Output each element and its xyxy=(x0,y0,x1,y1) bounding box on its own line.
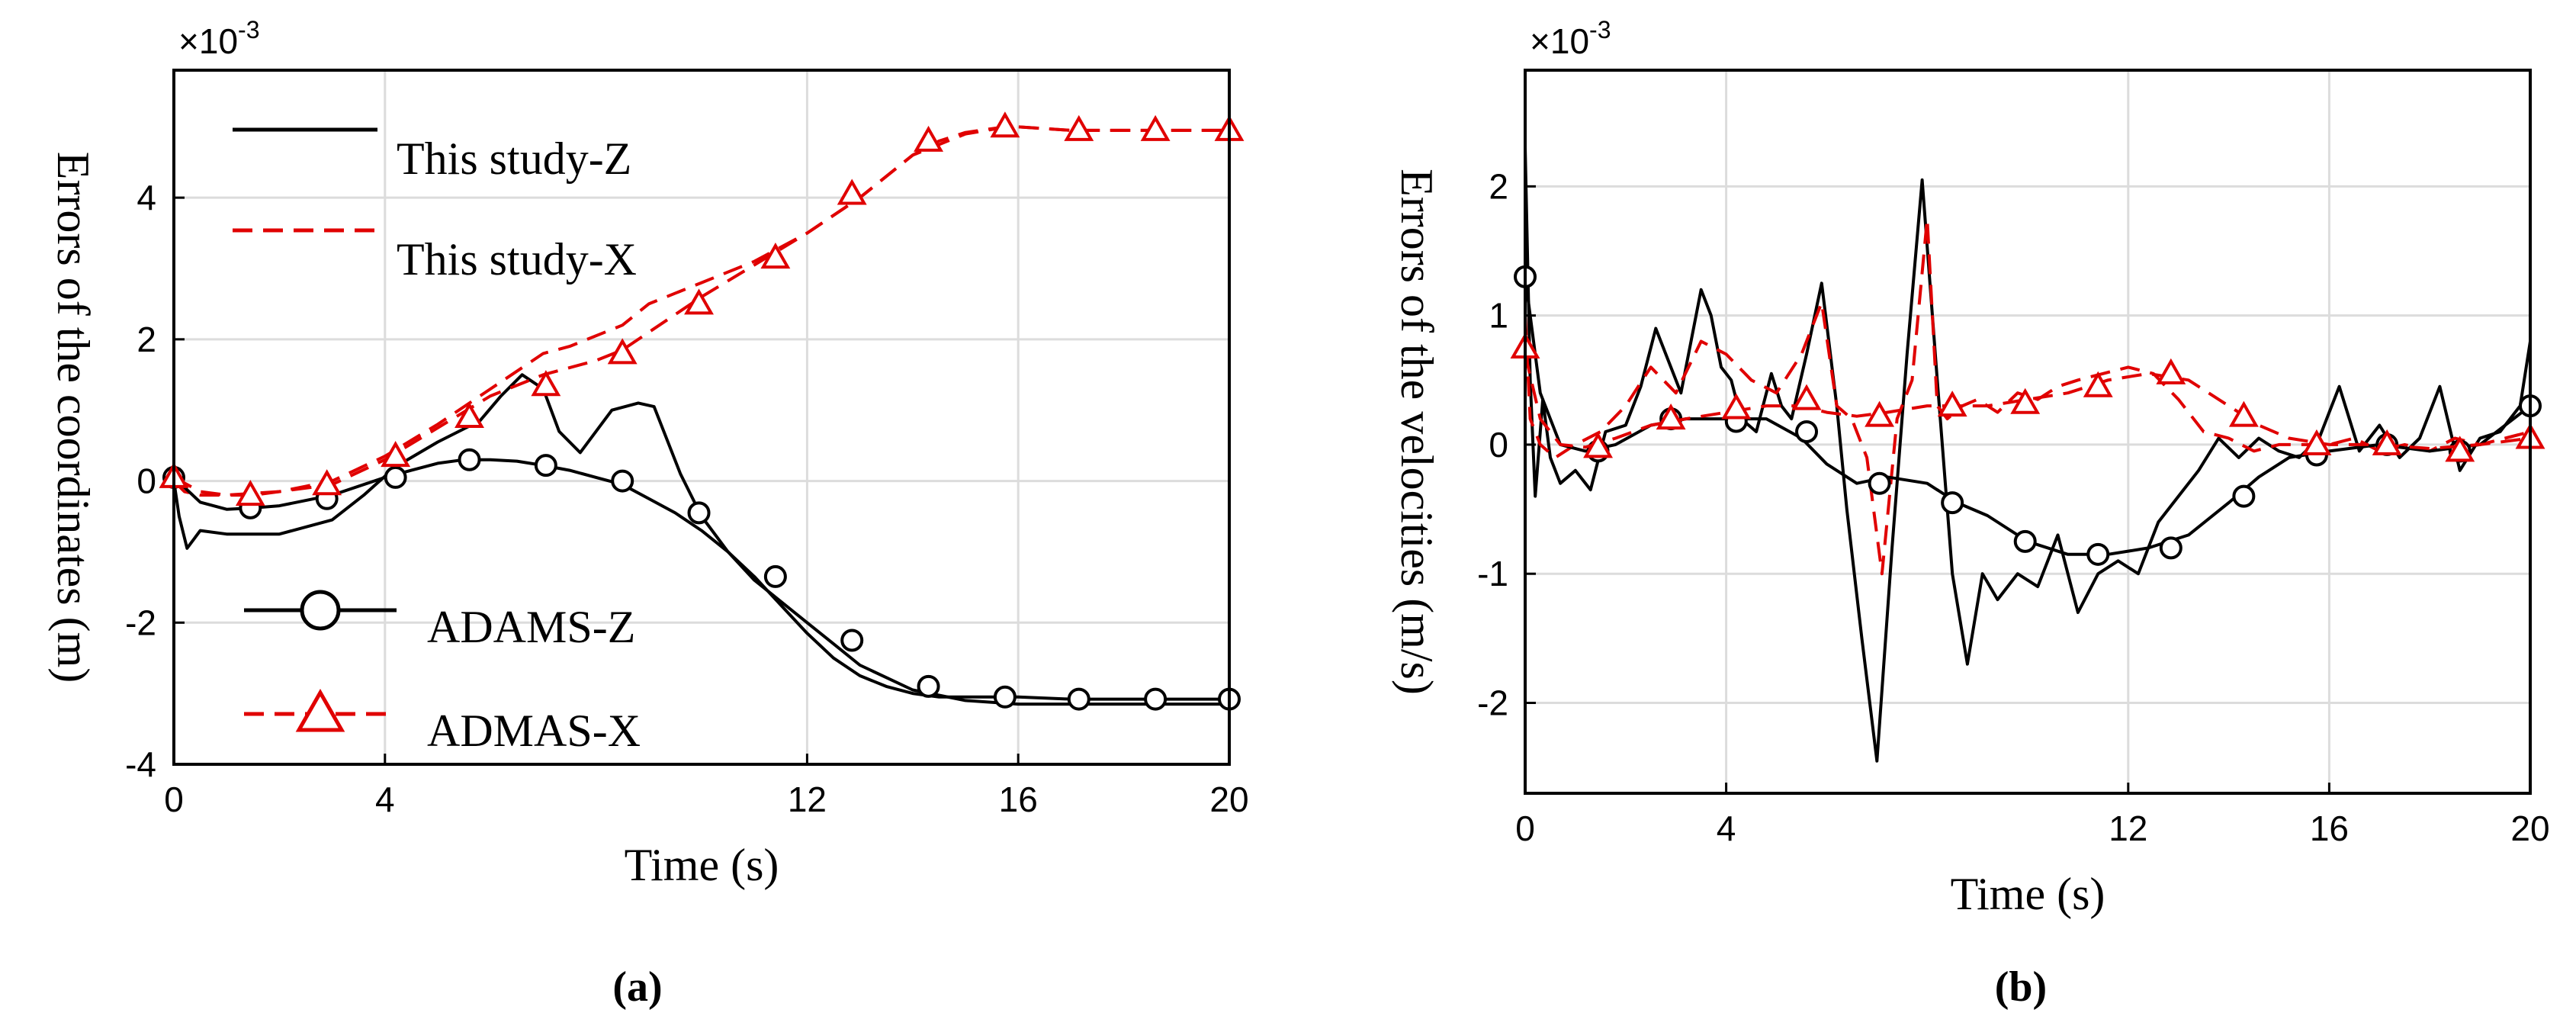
triangle-marker xyxy=(607,338,638,365)
circle-marker xyxy=(2013,529,2037,553)
x-tick-label: 20 xyxy=(1209,780,1248,819)
series-1 xyxy=(1524,147,2532,763)
x-tick-label: 0 xyxy=(1515,809,1535,848)
triangle-marker xyxy=(312,469,342,496)
circle-marker xyxy=(2086,542,2110,566)
x-tick-label: 4 xyxy=(1717,809,1736,848)
x-tick-label: 12 xyxy=(2109,809,2147,848)
chart-panel-a: 0 4 12 16 20 -4 -2 0 2 4 ×10-3 Time (s) Errors of th… xyxy=(48,16,1249,1011)
series-line xyxy=(172,373,1229,706)
series-4 xyxy=(1510,332,2545,462)
triangle-marker xyxy=(990,111,1020,138)
series-2 xyxy=(1524,217,2531,576)
series-line xyxy=(172,458,1229,701)
x-tick-label: 0 xyxy=(164,780,184,819)
y-axis-label: Errors of the coordinates (m) xyxy=(48,152,98,683)
triangle-marker xyxy=(2010,387,2041,414)
y-tick-label: 1 xyxy=(1489,296,1508,336)
panel-label: (b) xyxy=(1995,963,2047,1011)
x-tick-label: 12 xyxy=(788,780,827,819)
circle-marker xyxy=(611,469,634,493)
series-line xyxy=(1524,217,2531,576)
legend-label: ADMAS-X xyxy=(427,706,641,756)
triangle-marker xyxy=(1064,114,1094,141)
plot-frame xyxy=(1524,69,2532,795)
circle-marker xyxy=(1795,420,1819,443)
circle-marker xyxy=(458,448,481,471)
triangle-marker xyxy=(1721,393,1752,420)
legend-label: This study-X xyxy=(397,234,637,285)
triangle-marker xyxy=(1937,391,1967,417)
triangle-marker xyxy=(2372,429,2402,455)
circle-marker xyxy=(2159,536,2183,560)
circle-marker xyxy=(2232,484,2256,508)
plot-frame xyxy=(172,69,1231,766)
triangle-marker xyxy=(2228,400,2259,427)
triangle-marker xyxy=(684,288,714,315)
y-tick-label: -1 xyxy=(1477,554,1508,593)
legend-circle-marker xyxy=(300,590,341,631)
x-tick-label: 16 xyxy=(2310,809,2349,848)
series-line xyxy=(1524,147,2532,763)
triangle-marker xyxy=(381,441,411,468)
legend-label: This study-Z xyxy=(397,133,631,184)
circle-marker xyxy=(917,674,940,698)
triangle-marker xyxy=(1865,400,1895,427)
y-tick-label: 0 xyxy=(1489,425,1508,465)
y-tick-label: -2 xyxy=(1477,683,1508,723)
series-4 xyxy=(159,111,1245,506)
x-axis-label: Time (s) xyxy=(625,840,779,890)
legend-label: ADAMS-Z xyxy=(427,602,635,652)
y-tick-label: 4 xyxy=(137,178,156,217)
triangle-marker xyxy=(531,370,561,397)
circle-marker xyxy=(534,454,557,477)
y-tick-label: 2 xyxy=(137,320,156,359)
circle-marker xyxy=(687,501,711,525)
triangle-marker xyxy=(1791,384,1822,410)
triangle-marker xyxy=(454,401,484,428)
x-tick-label: 20 xyxy=(2510,809,2549,848)
x-tick-label: 16 xyxy=(999,780,1038,819)
triangle-marker xyxy=(837,178,867,205)
triangle-marker xyxy=(1656,404,1686,430)
circle-marker xyxy=(384,465,407,489)
y-tick-label: 0 xyxy=(137,461,156,501)
triangle-marker xyxy=(760,243,791,269)
y-exponent-value: -3 xyxy=(1589,16,1611,43)
circle-marker xyxy=(1868,471,1891,495)
grid-lines xyxy=(172,70,1231,766)
triangle-marker xyxy=(2083,371,2113,397)
circle-marker xyxy=(1067,687,1090,711)
y-tick-label: 2 xyxy=(1489,166,1508,206)
legend-triangle-marker xyxy=(295,688,345,732)
x-tick-label: 4 xyxy=(375,780,395,819)
triangle-marker xyxy=(235,480,265,506)
panel-label: (a) xyxy=(612,963,662,1011)
legend: This study-Z This study-X ADAMS-Z ADMAS-X xyxy=(233,127,641,756)
triangle-marker xyxy=(2445,436,2475,462)
circle-marker xyxy=(1144,687,1168,711)
y-exponent-label: ×10-3 xyxy=(1530,16,1611,61)
y-exponent-label: ×10-3 xyxy=(178,16,259,61)
circle-marker xyxy=(993,685,1017,709)
y-tick-label: -2 xyxy=(125,603,156,642)
triangle-marker xyxy=(2301,429,2332,455)
grid-lines xyxy=(1524,70,2532,793)
circle-marker xyxy=(763,564,787,588)
triangle-marker xyxy=(1140,114,1171,141)
y-exponent-value: -3 xyxy=(238,16,259,43)
y-tick-label: -4 xyxy=(125,744,156,784)
circle-marker xyxy=(840,629,864,652)
series-1 xyxy=(172,373,1229,706)
circle-marker xyxy=(1941,491,1964,515)
triangle-marker xyxy=(2156,358,2186,384)
triangle-marker xyxy=(1583,432,1614,458)
x-axis-label: Time (s) xyxy=(1951,869,2105,919)
triangle-marker xyxy=(914,125,944,152)
y-axis-label: Errors of the velocities (m/s) xyxy=(1392,169,1442,695)
